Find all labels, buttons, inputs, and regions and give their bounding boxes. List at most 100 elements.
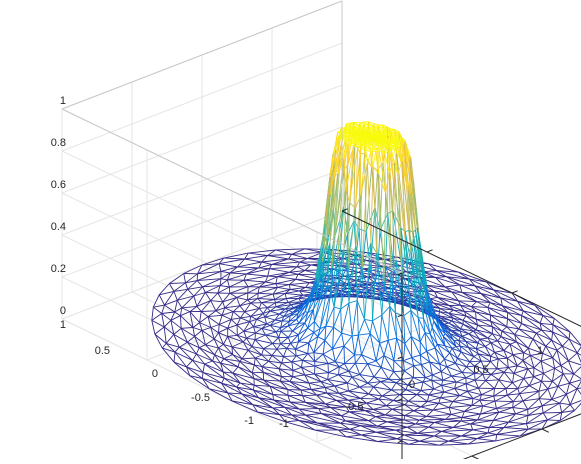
mesh-edge	[203, 364, 205, 372]
mesh-edge	[269, 269, 289, 273]
mesh-edge	[261, 300, 274, 303]
mesh-edge	[432, 372, 441, 375]
mesh-edge	[561, 361, 569, 366]
mesh-edge	[494, 396, 495, 401]
mesh-edge	[507, 355, 513, 359]
mesh-edge	[288, 337, 290, 343]
mesh-edge	[388, 306, 390, 340]
mesh-edge	[281, 343, 291, 344]
mesh-edge	[221, 279, 227, 280]
mesh-edge	[507, 358, 508, 367]
mesh-edge	[577, 346, 581, 353]
mesh-edge	[333, 349, 336, 362]
mesh-edge	[289, 254, 292, 259]
mesh-edge	[461, 420, 478, 421]
mesh-edge	[486, 381, 495, 389]
mesh-edge	[425, 378, 431, 381]
mesh-edge	[443, 376, 452, 380]
mesh-edge	[417, 395, 429, 396]
mesh-edge	[569, 332, 570, 339]
mesh-edge	[275, 320, 282, 321]
mesh-edge	[325, 400, 336, 404]
mesh-edge	[200, 312, 202, 323]
mesh-edge	[408, 395, 417, 402]
mesh-edge	[432, 375, 442, 380]
mesh-edge	[361, 398, 379, 399]
mesh-edge	[433, 410, 451, 414]
mesh-edge	[213, 355, 215, 361]
mesh-edge	[434, 422, 453, 427]
mesh-edge	[476, 325, 477, 330]
mesh-edge	[193, 328, 202, 331]
mesh-edge	[152, 314, 162, 321]
mesh-edge	[233, 367, 238, 373]
mesh-edge	[253, 385, 254, 390]
mesh-edge	[299, 342, 309, 343]
mesh-edge	[299, 409, 319, 410]
mesh-edge	[414, 410, 433, 411]
mesh-edge	[219, 264, 221, 272]
mesh-edge	[409, 441, 420, 444]
mesh-edge	[518, 389, 520, 394]
mesh-edge	[299, 328, 308, 342]
mesh-edge	[390, 129, 395, 130]
mesh-edge	[519, 324, 522, 329]
mesh-edge	[394, 371, 405, 372]
mesh-edge	[491, 321, 507, 327]
mesh-edge	[526, 424, 528, 430]
mesh-edge	[334, 307, 341, 309]
mesh-edge	[268, 269, 270, 276]
y-tick-label: -0.5	[191, 392, 210, 404]
mesh-edge	[238, 267, 259, 268]
mesh-edge	[237, 383, 240, 387]
mesh-edge	[391, 383, 396, 390]
mesh-edge	[348, 377, 353, 383]
mesh-edge	[293, 367, 302, 370]
mesh-edge	[197, 281, 202, 287]
mesh-edge	[245, 312, 251, 317]
mesh-edge	[325, 327, 334, 340]
x-tick-label: 0.5	[473, 364, 488, 376]
mesh-edge	[273, 395, 274, 401]
z-tick-label: 0.4	[51, 221, 66, 233]
mesh-edge	[558, 383, 570, 386]
mesh-edge	[542, 373, 544, 381]
mesh-edge	[373, 315, 382, 321]
mesh-edge	[400, 390, 406, 395]
mesh-edge	[540, 315, 543, 323]
mesh-edge	[174, 352, 175, 362]
mesh-edge	[515, 329, 519, 335]
mesh-edge	[405, 344, 412, 358]
mesh-edge	[459, 337, 461, 340]
mesh-edge	[162, 343, 166, 348]
mesh-edge	[335, 383, 348, 386]
mesh-edge	[269, 267, 297, 269]
mesh-edge	[504, 344, 510, 350]
mesh-edge	[394, 372, 401, 380]
mesh-edge	[261, 303, 267, 308]
mesh-edge	[323, 349, 333, 354]
mesh-edge	[423, 380, 432, 382]
mesh-edge	[420, 355, 421, 365]
mesh-edge	[251, 303, 260, 308]
mesh-edge	[193, 354, 197, 360]
mesh-edge	[346, 435, 361, 437]
mesh-edge	[451, 411, 464, 414]
mesh-edge	[194, 296, 197, 306]
mesh-edge	[477, 435, 497, 439]
mesh-edge	[574, 365, 581, 374]
mesh-edge	[482, 389, 495, 395]
mesh-edge	[376, 430, 396, 432]
mesh-edge	[369, 387, 374, 394]
mesh-edge	[177, 300, 182, 308]
mesh-edge	[164, 327, 166, 343]
mesh-edge	[259, 308, 267, 309]
mesh-edge	[223, 302, 225, 308]
mesh-edge	[445, 285, 460, 287]
mesh-edge	[328, 373, 329, 380]
mesh-edge	[570, 405, 574, 411]
mesh-edge	[491, 362, 497, 369]
mesh-edge	[279, 331, 281, 337]
y-tick-mark	[512, 291, 518, 293]
